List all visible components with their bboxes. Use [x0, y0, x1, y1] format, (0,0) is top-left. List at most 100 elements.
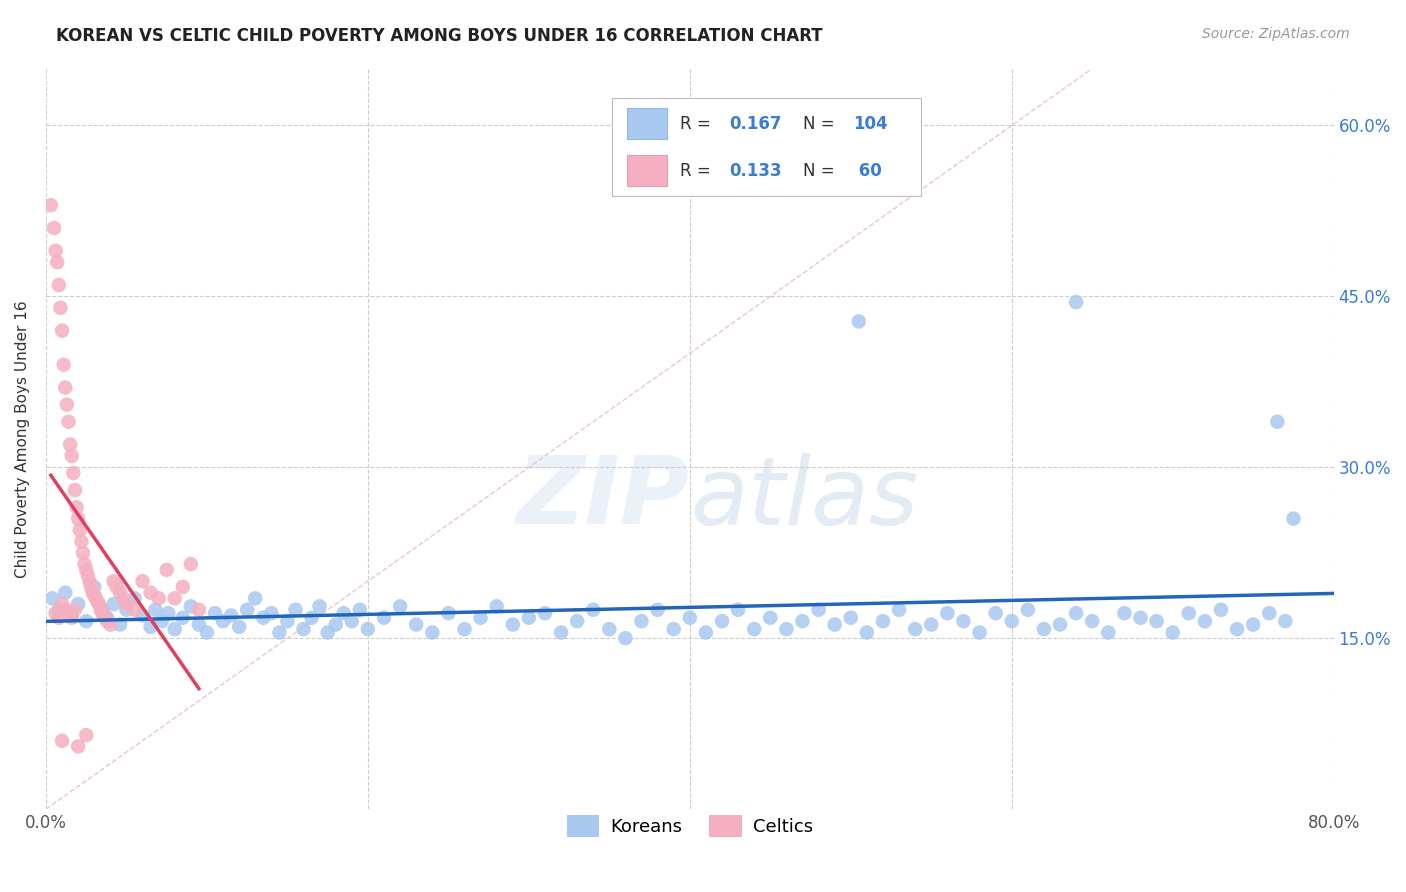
Text: R =: R = — [679, 115, 716, 133]
Point — [48, 603, 70, 617]
Point — [969, 625, 991, 640]
Point — [163, 591, 186, 606]
Point — [1097, 625, 1119, 640]
Legend: Koreans, Celtics: Koreans, Celtics — [560, 808, 820, 845]
Point — [228, 620, 250, 634]
FancyBboxPatch shape — [627, 108, 668, 139]
Point — [115, 597, 138, 611]
Text: 0.133: 0.133 — [730, 161, 782, 179]
Point — [276, 614, 298, 628]
Text: ZIP: ZIP — [517, 452, 690, 544]
Point — [1064, 295, 1087, 310]
Point — [51, 324, 73, 338]
Point — [58, 415, 80, 429]
Text: N =: N = — [803, 115, 841, 133]
Point — [131, 608, 153, 623]
Point — [46, 255, 69, 269]
Point — [872, 614, 894, 628]
Point — [1241, 617, 1264, 632]
Point — [502, 617, 524, 632]
Point — [139, 585, 162, 599]
Point — [1049, 617, 1071, 632]
Point — [856, 625, 879, 640]
Point — [94, 611, 117, 625]
Point — [150, 614, 173, 628]
Text: Source: ZipAtlas.com: Source: ZipAtlas.com — [1202, 27, 1350, 41]
Point — [63, 483, 86, 497]
Point — [75, 728, 97, 742]
Point — [550, 625, 572, 640]
Point — [1032, 622, 1054, 636]
Point — [45, 244, 67, 258]
Point — [53, 380, 76, 394]
Point — [39, 198, 62, 212]
Point — [1161, 625, 1184, 640]
Point — [53, 585, 76, 599]
Point — [156, 563, 179, 577]
Point — [86, 595, 108, 609]
Point — [48, 611, 70, 625]
Point — [332, 606, 354, 620]
Point — [41, 591, 63, 606]
Point — [679, 611, 702, 625]
Point — [58, 606, 80, 620]
Point — [105, 580, 128, 594]
Point — [98, 617, 121, 632]
Point — [49, 301, 72, 315]
Point — [45, 606, 67, 620]
Point — [1178, 606, 1201, 620]
Point — [920, 617, 942, 632]
Point — [517, 611, 540, 625]
Point — [67, 739, 90, 754]
Point — [308, 599, 330, 614]
Point — [52, 358, 75, 372]
Point — [807, 603, 830, 617]
Point — [470, 611, 492, 625]
Point — [952, 614, 974, 628]
Point — [325, 617, 347, 632]
Point — [172, 580, 194, 594]
Point — [453, 622, 475, 636]
Point — [614, 631, 637, 645]
Point — [124, 603, 146, 617]
Point — [91, 606, 114, 620]
Point — [1209, 603, 1232, 617]
Point — [60, 608, 83, 623]
Point — [163, 622, 186, 636]
Point — [711, 614, 734, 628]
Point — [42, 221, 65, 235]
Point — [340, 614, 363, 628]
Point — [1265, 415, 1288, 429]
Text: 0.167: 0.167 — [730, 115, 782, 133]
Point — [582, 603, 605, 617]
Text: KOREAN VS CELTIC CHILD POVERTY AMONG BOYS UNDER 16 CORRELATION CHART: KOREAN VS CELTIC CHILD POVERTY AMONG BOY… — [56, 27, 823, 45]
Point — [145, 603, 167, 617]
Point — [67, 597, 90, 611]
Point — [1194, 614, 1216, 628]
Point — [172, 611, 194, 625]
Point — [405, 617, 427, 632]
Point — [53, 603, 76, 617]
Point — [73, 557, 96, 571]
Point — [103, 597, 125, 611]
Point — [72, 546, 94, 560]
Point — [115, 603, 138, 617]
Y-axis label: Child Poverty Among Boys Under 16: Child Poverty Among Boys Under 16 — [15, 300, 30, 578]
Point — [63, 603, 86, 617]
Point — [887, 603, 910, 617]
Point — [269, 625, 291, 640]
Point — [48, 278, 70, 293]
Point — [936, 606, 959, 620]
Text: N =: N = — [803, 161, 841, 179]
Point — [51, 733, 73, 747]
Point — [124, 591, 146, 606]
Point — [630, 614, 652, 628]
Point — [180, 599, 202, 614]
Point — [79, 574, 101, 589]
Point — [90, 603, 112, 617]
Point — [96, 611, 118, 625]
Point — [76, 568, 98, 582]
Point — [373, 611, 395, 625]
Point — [204, 606, 226, 620]
Point — [316, 625, 339, 640]
